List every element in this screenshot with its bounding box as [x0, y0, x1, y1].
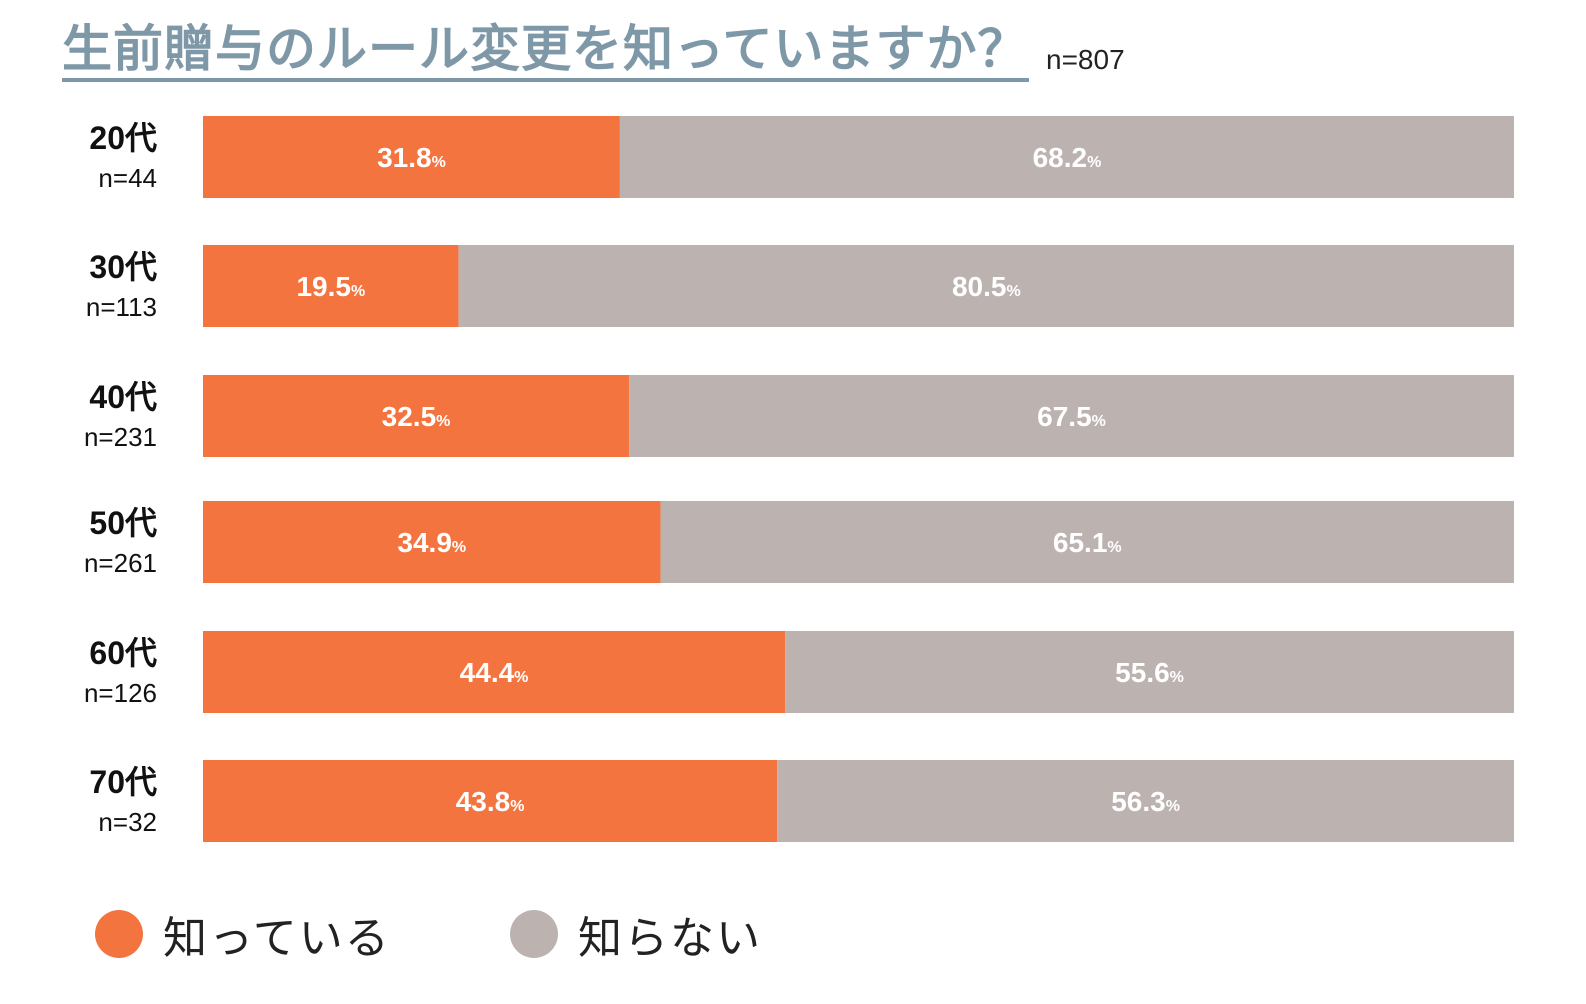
bar-segment-know	[203, 631, 786, 713]
sample-size-label: n=32	[98, 807, 157, 837]
bar-segment-dont-know	[777, 760, 1514, 842]
data-label-know: 19.5%	[296, 271, 365, 302]
legend-item-know: 知っている	[95, 902, 391, 966]
bar-segment-dont-know	[629, 375, 1514, 457]
legend-label-know: 知っている	[163, 914, 391, 963]
category-label: 70代	[89, 764, 157, 800]
category-label: 20代	[89, 120, 157, 156]
data-label-know: 31.8%	[377, 142, 446, 173]
category-label: 60代	[89, 635, 157, 671]
legend-swatch-dont-know	[510, 910, 558, 958]
category-label: 40代	[89, 379, 157, 415]
legend-swatch-know	[95, 910, 143, 958]
bar-segment-dont-know	[660, 501, 1514, 583]
sample-size-label: n=261	[84, 548, 157, 578]
legend-item-dont-know: 知らない	[510, 902, 762, 966]
legend-label-dont-know: 知らない	[578, 914, 762, 963]
data-label-dont-know: 56.3%	[1111, 786, 1180, 817]
bar-segment-dont-know	[458, 245, 1514, 327]
data-label-know: 44.4%	[460, 657, 529, 688]
data-label-dont-know: 65.1%	[1053, 527, 1122, 558]
data-label-dont-know: 68.2%	[1033, 142, 1102, 173]
bar-segment-know	[203, 501, 661, 583]
sample-size-label: n=44	[98, 163, 157, 193]
data-label-dont-know: 55.6%	[1115, 657, 1184, 688]
data-label-dont-know: 67.5%	[1037, 401, 1106, 432]
data-label-know: 32.5%	[382, 401, 451, 432]
bar-segment-know	[203, 245, 459, 327]
data-label-know: 34.9%	[397, 527, 466, 558]
data-label-know: 43.8%	[456, 786, 525, 817]
bar-segment-dont-know	[619, 116, 1514, 198]
bar-segment-dont-know	[785, 631, 1514, 713]
data-label-dont-know: 80.5%	[952, 271, 1021, 302]
category-label: 50代	[89, 505, 157, 541]
sample-size-label: n=113	[86, 292, 157, 322]
category-label: 30代	[89, 249, 157, 285]
bar-segment-know	[203, 375, 630, 457]
chart-title: 生前贈与のルール変更を知っていますか？	[62, 22, 1029, 82]
sample-size-label: n=126	[84, 678, 157, 708]
bar-segment-know	[203, 760, 778, 842]
total-sample-size: n=807	[1046, 44, 1125, 75]
bar-segment-know	[203, 116, 620, 198]
sample-size-label: n=231	[84, 422, 157, 452]
